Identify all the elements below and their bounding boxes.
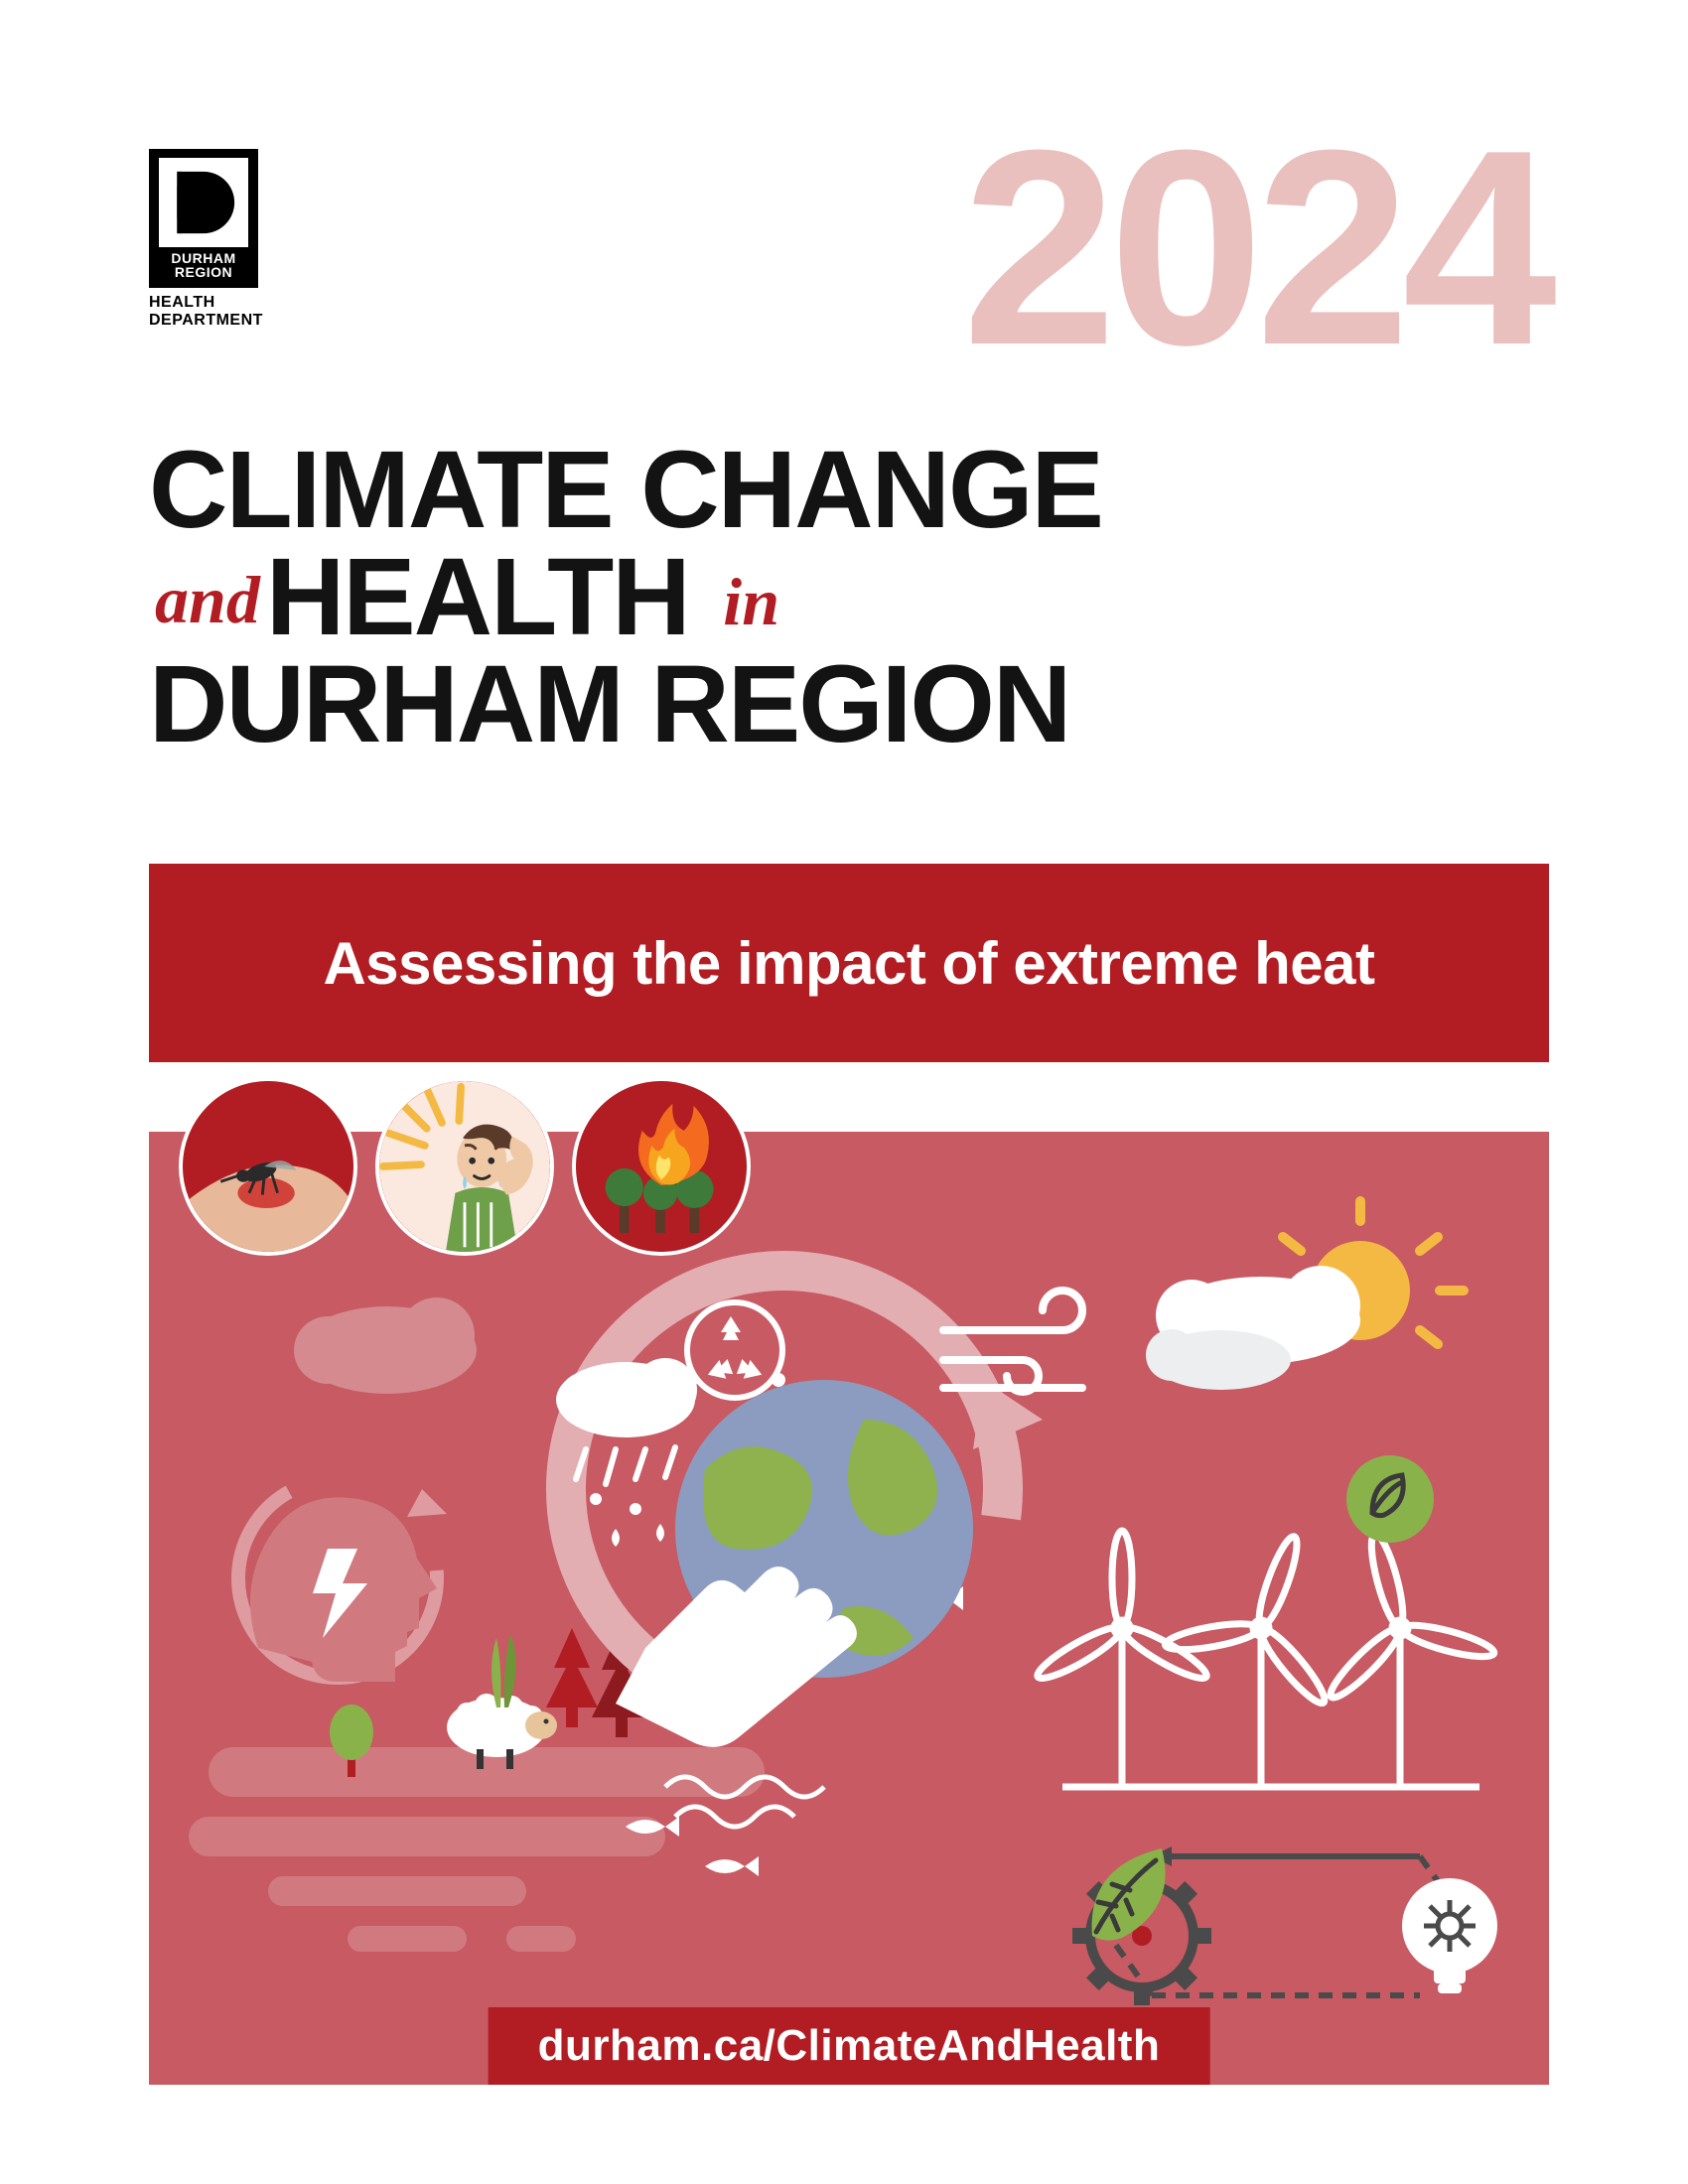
- report-year: 2024: [962, 109, 1549, 387]
- hazard-badges-row: [179, 1077, 751, 1256]
- logo-d-mark: [159, 158, 248, 247]
- mosquito-bite-icon: [179, 1077, 357, 1256]
- report-title: CLIMATE CHANGE andHEALTH in DURHAM REGIO…: [149, 437, 1549, 757]
- title-line-1: CLIMATE CHANGE: [149, 437, 1549, 544]
- leaf-on-gear-icon: [1092, 1848, 1166, 1941]
- energy-cycle-head-icon: [238, 1479, 447, 1682]
- wildfire-icon: [572, 1077, 751, 1256]
- gear-leaf-bulb-chain-icon: [1072, 1846, 1497, 2005]
- report-cover-page: DURHAMREGION HEALTHDEPARTMENT 2024 CLIMA…: [0, 0, 1688, 2184]
- title-connector-and: and: [149, 562, 266, 637]
- durham-region-logo: DURHAMREGION: [149, 149, 258, 288]
- lightbulb-icon: [1402, 1878, 1497, 1993]
- climate-infographic-illustration: [149, 1132, 1549, 2085]
- wind-turbines-icon: [1033, 1531, 1496, 1787]
- logo-org-name: DURHAMREGION: [171, 251, 235, 279]
- org-logo-block: DURHAMREGION HEALTHDEPARTMENT: [149, 149, 278, 329]
- sun-cloud-icon: [1146, 1201, 1464, 1390]
- heat-stress-person-icon: [375, 1077, 554, 1256]
- recycle-badge-icon: [684, 1302, 785, 1398]
- logo-dept-name: HEALTHDEPARTMENT: [149, 294, 278, 329]
- title-line-3: DURHAM REGION: [149, 651, 1549, 758]
- bg-cloud-icon: [294, 1297, 477, 1394]
- globe-in-hand-icon: [616, 1380, 973, 1747]
- subtitle-banner: Assessing the impact of extreme heat: [149, 864, 1549, 1062]
- title-line-2: andHEALTH in: [149, 544, 1549, 651]
- leaf-badge-icon: [1346, 1455, 1434, 1543]
- cover-illustration-panel: durham.ca/ClimateAndHealth: [149, 1132, 1549, 2085]
- subtitle-text: Assessing the impact of extreme heat: [323, 929, 1374, 998]
- title-connector-in: in: [717, 564, 785, 639]
- report-url: durham.ca/ClimateAndHealth: [489, 2007, 1210, 2085]
